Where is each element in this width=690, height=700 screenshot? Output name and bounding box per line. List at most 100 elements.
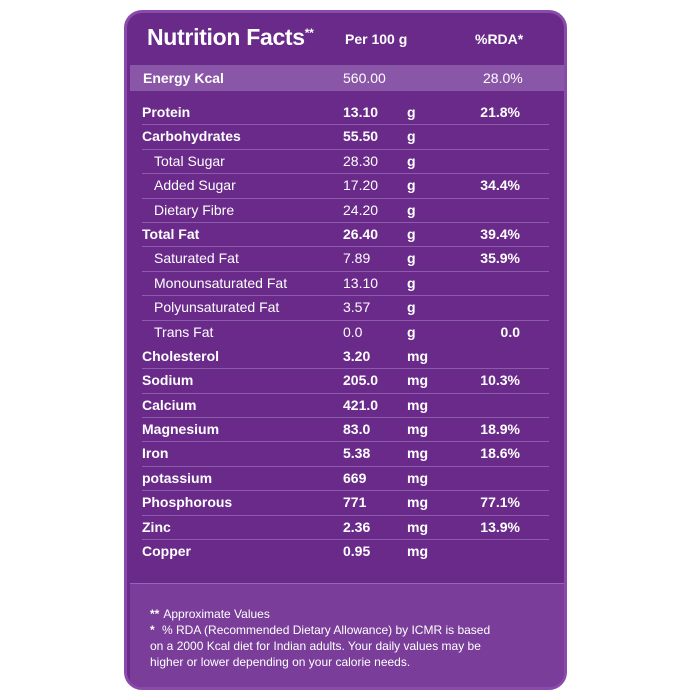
row-divider: [142, 319, 549, 321]
nutrient-unit: mg: [407, 445, 428, 462]
row-divider: [142, 490, 549, 492]
title-text: Nutrition Facts: [147, 24, 305, 50]
nutrient-row: Cholesterol 3.20 mg: [127, 345, 564, 370]
nutrient-row: Calcium 421.0 mg: [127, 394, 564, 419]
nutrient-label: Carbohydrates: [142, 128, 241, 145]
nutrient-row: Total Fat 26.40 g 39.4%: [127, 223, 564, 248]
nutrient-row: Added Sugar 17.20 g 34.4%: [127, 174, 564, 199]
nutrient-rda: 34.4%: [480, 177, 520, 194]
rda-header: %RDA*: [475, 31, 524, 47]
nutrient-row: Carbohydrates 55.50 g: [127, 125, 564, 150]
nutrient-unit: g: [407, 128, 416, 145]
nutrient-value: 421.0: [343, 396, 379, 413]
nutrient-rda: 13.9%: [480, 518, 520, 535]
nutrient-row: Total Sugar 28.30 g: [127, 150, 564, 175]
nutrient-value: 3.20: [343, 347, 371, 364]
nutrient-label: Polyunsaturated Fat: [154, 299, 280, 316]
nutrient-row: Protein 13.10 g 21.8%: [127, 101, 564, 126]
nutrient-rda: 0.0: [500, 323, 520, 340]
nutrient-rda: 21.8%: [480, 104, 520, 120]
nutrient-unit: g: [407, 152, 416, 169]
nutrient-table: Protein 13.10 g 21.8% Carbohydrates 55.50 g Tot…: [127, 101, 564, 564]
row-divider: [142, 392, 549, 394]
nutrient-rda: 35.9%: [480, 250, 520, 267]
panel-title: Nutrition Facts**: [147, 24, 314, 51]
nutrient-row: Magnesium 83.0 mg 18.9%: [127, 418, 564, 443]
nutrient-rda: 18.6%: [480, 445, 520, 462]
footnote-mark: *: [150, 623, 155, 637]
footnotes: ** Approximate Values * % RDA (Recommende…: [130, 583, 564, 687]
nutrient-label: Monounsaturated Fat: [154, 274, 288, 291]
energy-row: Energy Kcal 560.00 28.0%: [130, 65, 564, 91]
nutrient-value: 669: [343, 469, 367, 486]
nutrient-row: Zinc 2.36 mg 13.9%: [127, 516, 564, 541]
nutrition-facts-panel: Nutrition Facts** Per 100 g %RDA* Energy…: [124, 10, 567, 690]
nutrient-unit: g: [407, 225, 416, 242]
energy-value: 560.00: [343, 70, 386, 86]
energy-label: Energy Kcal: [143, 70, 224, 86]
nutrient-label: potassium: [142, 469, 213, 486]
nutrient-unit: g: [407, 323, 416, 340]
nutrient-label: Cholesterol: [142, 347, 220, 364]
row-divider: [142, 173, 549, 175]
nutrient-label: Saturated Fat: [154, 250, 239, 267]
nutrient-unit: g: [407, 274, 416, 291]
nutrient-unit: mg: [407, 469, 428, 486]
nutrient-value: 2.36: [343, 518, 371, 535]
nutrient-unit: g: [407, 250, 416, 267]
nutrient-row: Copper 0.95 mg: [127, 540, 564, 564]
row-divider: [142, 514, 549, 516]
per-100g-header: Per 100 g: [345, 31, 408, 47]
nutrient-unit: mg: [407, 421, 428, 438]
footnote-mark: **: [150, 607, 160, 621]
nutrient-label: Copper: [142, 543, 191, 560]
row-divider: [142, 539, 549, 541]
nutrient-unit: mg: [407, 543, 428, 560]
nutrient-row: Monounsaturated Fat 13.10 g: [127, 272, 564, 297]
nutrient-value: 83.0: [343, 421, 371, 438]
footnote-text: % RDA (Recommended Dietary Allowance) by…: [162, 623, 491, 637]
row-divider: [142, 197, 549, 199]
row-divider: [142, 295, 549, 297]
nutrient-label: Zinc: [142, 518, 171, 535]
nutrient-value: 17.20: [343, 177, 379, 194]
row-divider: [142, 221, 549, 223]
nutrient-value: 5.38: [343, 445, 371, 462]
nutrient-value: 0.95: [343, 543, 371, 560]
nutrient-value: 771: [343, 494, 367, 511]
nutrient-value: 13.10: [343, 274, 379, 291]
energy-rda: 28.0%: [483, 70, 523, 86]
row-divider: [142, 417, 549, 419]
nutrient-unit: mg: [407, 494, 428, 511]
nutrient-label: Calcium: [142, 396, 197, 413]
nutrient-rda: 18.9%: [480, 421, 520, 438]
nutrient-value: 24.20: [343, 201, 379, 218]
nutrient-label: Total Sugar: [154, 152, 225, 169]
nutrient-unit: g: [407, 299, 416, 316]
nutrient-label: Magnesium: [142, 421, 220, 438]
nutrient-unit: g: [407, 177, 416, 194]
nutrient-row: Trans Fat 0.0 g 0.0: [127, 321, 564, 345]
row-divider: [142, 441, 549, 443]
nutrient-label: Sodium: [142, 372, 194, 389]
row-divider: [142, 148, 549, 150]
nutrient-unit: mg: [407, 347, 428, 364]
nutrient-row: Dietary Fibre 24.20 g: [127, 199, 564, 223]
panel-header: Nutrition Facts** Per 100 g %RDA*: [127, 13, 564, 65]
footnote-text: higher or lower depending on your calori…: [150, 655, 411, 669]
nutrient-rda: 10.3%: [480, 372, 520, 389]
nutrient-unit: g: [407, 104, 416, 120]
footnote-text: Approximate Values: [163, 607, 270, 621]
nutrient-value: 28.30: [343, 152, 379, 169]
nutrient-value: 26.40: [343, 225, 379, 242]
footnote-text: on a 2000 Kcal diet for Indian adults. Y…: [150, 639, 481, 653]
nutrient-label: Added Sugar: [154, 177, 236, 194]
footnote-rda: * % RDA (Recommended Dietary Allowance) …: [150, 622, 490, 670]
nutrient-row: Sodium 205.0 mg 10.3%: [127, 369, 564, 394]
nutrient-value: 0.0: [343, 323, 363, 340]
nutrient-label: Protein: [142, 104, 191, 120]
nutrient-value: 205.0: [343, 372, 379, 389]
nutrient-row: Polyunsaturated Fat 3.57 g: [127, 296, 564, 321]
nutrient-row: Saturated Fat 7.89 g 35.9%: [127, 247, 564, 272]
nutrient-unit: mg: [407, 518, 428, 535]
